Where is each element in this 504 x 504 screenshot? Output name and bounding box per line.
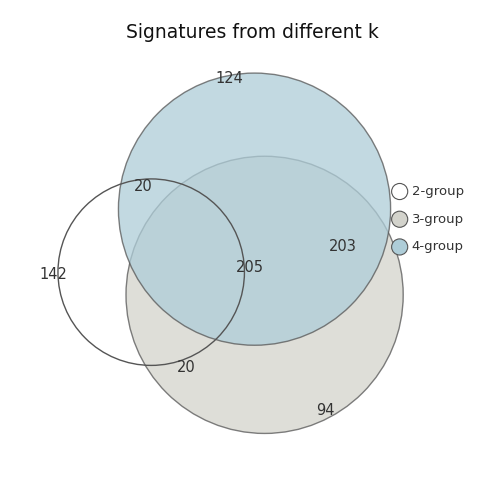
Text: 203: 203 [329,239,357,255]
Text: 3-group: 3-group [412,213,464,226]
Text: 20: 20 [134,179,153,194]
Circle shape [118,73,391,345]
Circle shape [126,156,403,433]
Text: 94: 94 [316,403,334,418]
Text: 205: 205 [235,260,264,275]
Text: 4-group: 4-group [412,240,464,254]
Circle shape [392,183,408,200]
Circle shape [392,211,408,227]
Text: 124: 124 [215,71,243,86]
Text: Signatures from different k: Signatures from different k [125,23,379,42]
Text: 142: 142 [39,267,67,282]
Text: 2-group: 2-group [412,185,464,198]
Circle shape [392,239,408,255]
Text: 20: 20 [177,360,196,375]
